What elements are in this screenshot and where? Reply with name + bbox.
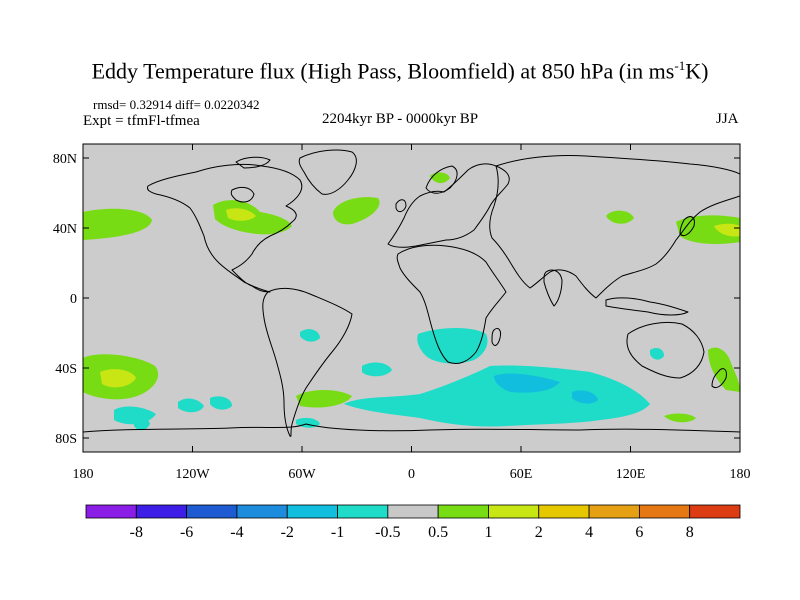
negative-anomaly-south-pacific-d — [134, 416, 150, 431]
coast-antarctica — [83, 423, 740, 433]
coast-new-zealand — [711, 368, 727, 389]
coast-south-america — [262, 287, 353, 437]
colorbar-label: 1 — [484, 524, 492, 541]
colorbar-box — [488, 504, 540, 519]
colorbar-box — [538, 504, 590, 519]
strong-positive-north-pacific-east — [714, 223, 740, 237]
negative-anomaly-south-pacific-c — [210, 396, 232, 410]
negative-anomaly-south-pacific-b — [178, 398, 204, 413]
coast-scandinavia — [425, 165, 458, 194]
lat-tick-label: 80S — [55, 432, 77, 447]
lat-tick-label: 40S — [55, 362, 77, 377]
lon-tick-label: 180 — [73, 467, 94, 482]
coast-madagascar — [491, 327, 501, 346]
colorbar-labels: -8 -6 -4 -2 -1 -0.5 0.5 1 2 4 6 8 — [130, 524, 694, 541]
colorbar-label: -2 — [281, 524, 294, 541]
coast-indonesia — [605, 297, 689, 316]
lon-tick-label: 120W — [175, 467, 210, 482]
coast-north-america — [147, 163, 303, 293]
latitude-axis: 80N 40N 0 40S 80S — [53, 152, 740, 447]
colorbar-label: 8 — [686, 524, 694, 541]
colorbar-box — [588, 504, 640, 519]
colorbar-label: 6 — [635, 524, 643, 541]
lon-tick-label: 0 — [408, 467, 415, 482]
negative-anomaly-south-pacific-mid — [300, 329, 320, 342]
colorbar-box — [135, 504, 188, 519]
lat-tick-label: 40N — [53, 222, 77, 237]
colorbar-box — [236, 504, 288, 519]
coast-british-isles — [395, 199, 407, 213]
coastlines — [83, 149, 740, 437]
colorbar-label: -8 — [130, 524, 143, 541]
colorbar-box — [437, 504, 489, 519]
coast-arctic-islands — [235, 156, 271, 169]
negative-anomaly-australia — [650, 348, 664, 360]
colorbar-box — [638, 504, 691, 519]
strong-positive-north-america — [226, 208, 256, 221]
colorbar-label: 4 — [585, 524, 593, 541]
coast-asia — [489, 155, 740, 299]
flux-anomaly-fields — [83, 172, 740, 431]
coast-africa — [396, 244, 507, 365]
colorbar-box — [387, 504, 439, 519]
colorbar-label: -4 — [230, 524, 243, 541]
period-label: 2204kyr BP - 0000kyr BP — [322, 111, 479, 127]
negative-anomaly-southern-ocean — [344, 365, 650, 427]
strong-negative-southern-ocean-2 — [572, 390, 598, 404]
colorbar-box — [186, 504, 238, 519]
colorbar-box — [85, 504, 137, 519]
lon-tick-label: 120E — [616, 467, 646, 482]
colorbar-label: -0.5 — [375, 524, 400, 541]
colorbar-boxes — [85, 504, 741, 519]
season-label: JJA — [716, 111, 739, 127]
lat-tick-label: 0 — [70, 292, 77, 307]
lat-tick-label: 80N — [53, 152, 77, 167]
positive-anomaly-tasman — [664, 413, 696, 423]
lon-tick-label: 60W — [288, 467, 316, 482]
stats-label: rmsd= 0.32914 diff= 0.0220342 — [93, 97, 260, 112]
coast-japan — [679, 216, 695, 237]
positive-anomaly-asia — [606, 210, 634, 224]
colorbar-box — [337, 504, 389, 519]
colorbar-label: 0.5 — [428, 524, 448, 541]
strong-negative-southern-ocean — [494, 373, 560, 393]
lon-tick-label: 180 — [730, 467, 751, 482]
positive-anomaly-south-atlantic — [296, 390, 352, 408]
colorbar-label: -6 — [180, 524, 193, 541]
lon-tick-label: 60E — [510, 467, 533, 482]
positive-anomaly-scandinavia — [430, 172, 450, 184]
positive-anomaly-north-pacific-east — [676, 215, 740, 244]
coast-greenland — [298, 149, 357, 195]
coast-india — [543, 269, 563, 307]
coast-europe — [387, 163, 510, 248]
colorbar-label: 2 — [535, 524, 543, 541]
positive-anomaly-north-pacific — [83, 208, 152, 240]
coast-hudson-bay — [230, 186, 255, 203]
positive-anomaly-new-zealand — [708, 347, 740, 392]
colorbar-label: -1 — [331, 524, 344, 541]
experiment-label: Expt = tfmFl-tfmea — [83, 113, 200, 129]
strong-positive-south-pacific — [100, 369, 136, 388]
colorbar-box — [286, 504, 338, 519]
negative-anomaly-south-atlantic-west — [362, 362, 392, 377]
plot-title: Eddy Temperature flux (High Pass, Bloomf… — [91, 58, 709, 84]
colorbar-box — [689, 504, 741, 519]
longitude-axis: 180 120W 60W 0 60E 120E 180 — [73, 144, 751, 482]
positive-anomaly-north-atlantic — [333, 197, 380, 225]
coast-australia — [626, 321, 705, 379]
